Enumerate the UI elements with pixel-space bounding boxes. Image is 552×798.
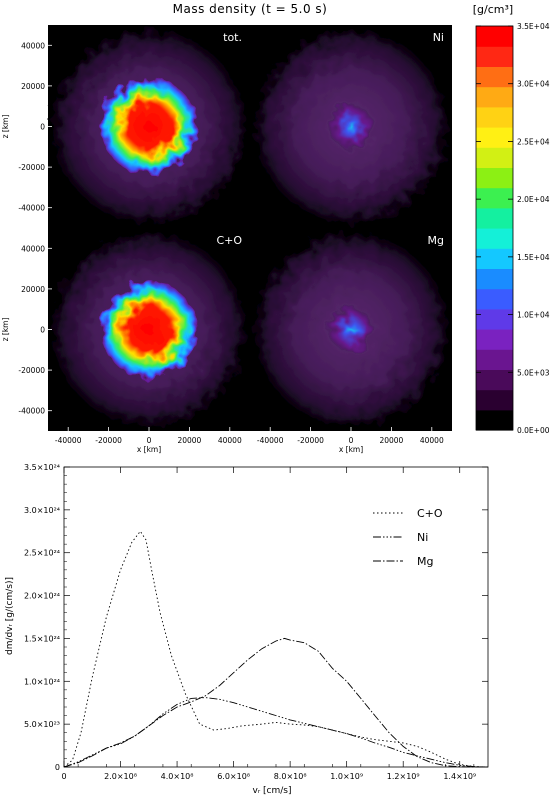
z-tick-label: 20000 bbox=[21, 285, 45, 294]
legend-label: C+O bbox=[417, 507, 443, 520]
panel-label: tot. bbox=[223, 31, 242, 44]
x-tick-label: 8.0×10⁸ bbox=[274, 772, 307, 781]
z-tick-label: 0 bbox=[40, 123, 45, 132]
colorbar: 0.0E+00 5.0E+03 1.0E+04 1.5E+04 2.0E+04 2.5E+… bbox=[475, 22, 550, 435]
plot-y-axis-label: dm/dvᵣ [g/(cm/s)] bbox=[5, 577, 15, 655]
z-tick-label: 40000 bbox=[21, 244, 45, 253]
colorbar-band bbox=[476, 369, 513, 391]
x-tick-label: -20000 bbox=[95, 436, 122, 445]
series-line-ni bbox=[63, 697, 489, 768]
colorbar-tick-label: 3.0E+04 bbox=[517, 80, 550, 89]
colorbar-band bbox=[476, 26, 513, 47]
density-maps: tot. Ni C+O Mg bbox=[48, 25, 452, 431]
map-axes: 40000 20000 0 -20000 -40000 z [km] 40000 20000 0… bbox=[1, 41, 444, 454]
x-tick-label: 6.0×10⁸ bbox=[217, 772, 250, 781]
z-tick-label: -20000 bbox=[18, 366, 45, 375]
colorbar-band bbox=[476, 127, 513, 148]
x-tick-label: 2.0×10⁸ bbox=[104, 772, 137, 781]
x-tick-label: -40000 bbox=[55, 436, 82, 445]
series-line-co bbox=[63, 530, 489, 768]
z-tick-label: 0 bbox=[40, 326, 45, 335]
colorbar-band bbox=[476, 409, 513, 431]
x-tick-label: 1.2×10⁹ bbox=[387, 772, 420, 781]
dense-core bbox=[101, 78, 197, 175]
colorbar-tick-label: 0.0E+00 bbox=[517, 426, 550, 435]
colorbar-band bbox=[476, 228, 513, 249]
colorbar-band bbox=[476, 46, 513, 67]
legend-label: Mg bbox=[417, 555, 433, 568]
plot-x-axis-label: vᵣ [cm/s] bbox=[253, 786, 292, 796]
colorbar-band bbox=[476, 389, 513, 411]
y-tick-label: 3.5×10²⁴ bbox=[24, 463, 60, 472]
colorbar-band bbox=[476, 308, 513, 330]
x-tick-label: 1.4×10⁹ bbox=[443, 772, 476, 781]
y-tick-label: 3.0×10²⁴ bbox=[24, 506, 60, 515]
z-tick-label: -40000 bbox=[18, 407, 45, 416]
figure-title: Mass density (t = 5.0 s) bbox=[173, 2, 328, 16]
colorbar-tick-label: 3.5E+04 bbox=[517, 22, 550, 31]
colorbar-band bbox=[476, 86, 513, 108]
y-tick-label: 1.5×10²⁴ bbox=[24, 634, 60, 643]
colorbar-frame bbox=[475, 25, 514, 431]
y-tick-label: 0 bbox=[55, 763, 60, 772]
weak-core bbox=[329, 307, 373, 352]
series-line-mg bbox=[63, 637, 488, 768]
legend-label: Ni bbox=[417, 531, 428, 544]
x-tick-label: 0 bbox=[61, 772, 66, 781]
colorbar-tick-label: 1.5E+04 bbox=[517, 253, 550, 262]
panel-label: C+O bbox=[216, 234, 242, 247]
colorbar-band bbox=[476, 349, 513, 370]
x-tick-label: 0 bbox=[349, 436, 354, 445]
density-panel-ni: Ni bbox=[250, 25, 452, 228]
x-tick-label: 20000 bbox=[177, 436, 201, 445]
x-tick-label: -40000 bbox=[257, 436, 284, 445]
colorbar-tick-label: 2.0E+04 bbox=[517, 195, 550, 204]
dense-core bbox=[101, 281, 197, 378]
density-panel-co: C+O bbox=[48, 228, 250, 431]
panel-label: Ni bbox=[433, 31, 444, 44]
colorbar-unit: [g/cm³] bbox=[473, 3, 513, 16]
colorbar-tick-label: 5.0E+03 bbox=[517, 368, 550, 377]
z-axis-label: z [km] bbox=[1, 318, 10, 342]
density-panel-mg: Mg bbox=[250, 228, 452, 431]
y-tick-label: 2.5×10²⁴ bbox=[24, 549, 60, 558]
x-tick-label: 20000 bbox=[379, 436, 403, 445]
z-tick-label: 40000 bbox=[21, 41, 45, 50]
velocity-distribution-plot: 0 2.0×10⁸ 4.0×10⁸ 6.0×10⁸ 8.0×10⁸ 1.0×10⁹ 1.2×… bbox=[24, 463, 489, 781]
x-tick-label: 40000 bbox=[420, 436, 444, 445]
y-tick-label: 2.0×10²⁴ bbox=[24, 592, 60, 601]
y-tick-label: 5.0×10²³ bbox=[24, 720, 60, 729]
z-tick-label: -40000 bbox=[18, 204, 45, 213]
colorbar-band bbox=[476, 187, 513, 209]
z-axis-label: z [km] bbox=[1, 115, 10, 139]
colorbar-tick-label: 1.0E+04 bbox=[517, 311, 550, 320]
colorbar-band bbox=[476, 248, 513, 269]
colorbar-band bbox=[476, 66, 513, 88]
colorbar-band bbox=[476, 329, 513, 350]
weak-core bbox=[329, 104, 373, 149]
x-tick-label: 1.0×10⁹ bbox=[330, 772, 363, 781]
colorbar-band bbox=[476, 288, 513, 310]
colorbar-band bbox=[476, 106, 513, 128]
x-tick-label: 4.0×10⁸ bbox=[161, 772, 194, 781]
density-panel-total: tot. bbox=[48, 25, 250, 228]
z-tick-label: -20000 bbox=[18, 163, 45, 172]
colorbar-tick-label: 2.5E+04 bbox=[517, 137, 550, 146]
x-tick-label: -20000 bbox=[297, 436, 324, 445]
y-tick-label: 1.0×10²⁴ bbox=[24, 677, 60, 686]
z-tick-label: 20000 bbox=[21, 82, 45, 91]
x-tick-label: 40000 bbox=[218, 436, 242, 445]
x-axis-label: x [km] bbox=[339, 445, 363, 454]
x-axis-label: x [km] bbox=[137, 445, 161, 454]
colorbar-band bbox=[476, 268, 513, 290]
colorbar-band bbox=[476, 167, 513, 189]
panel-label: Mg bbox=[428, 234, 444, 247]
x-tick-label: 0 bbox=[147, 436, 152, 445]
colorbar-band bbox=[476, 147, 513, 168]
colorbar-band bbox=[476, 207, 513, 229]
